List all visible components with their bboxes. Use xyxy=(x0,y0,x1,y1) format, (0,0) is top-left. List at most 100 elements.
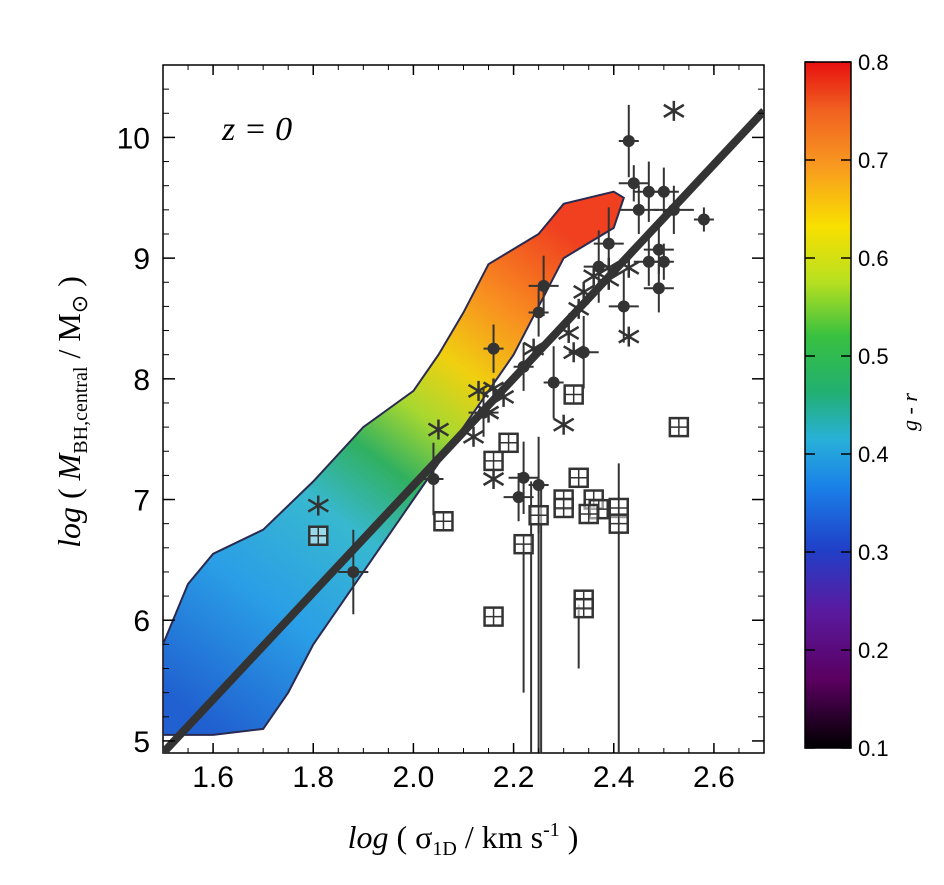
circle-point-19 xyxy=(513,342,534,391)
square-point-1 xyxy=(563,384,584,405)
x-label-sub: 1D xyxy=(432,838,456,860)
x-tick-label: 1.6 xyxy=(192,761,234,794)
x-label-sigma: σ xyxy=(415,819,432,855)
circle-marker xyxy=(487,342,500,355)
circle-point-6 xyxy=(693,207,714,232)
y-tick-label: 6 xyxy=(133,605,150,638)
square-point-12 xyxy=(528,504,549,526)
circle-marker xyxy=(602,237,615,250)
asterisk-point-7 xyxy=(563,342,585,363)
filled-circle-series xyxy=(338,104,714,753)
circle-marker xyxy=(532,306,545,319)
circle-point-15 xyxy=(528,288,549,337)
circle-point-16 xyxy=(483,324,504,373)
circle-point-25 xyxy=(468,388,499,437)
asterisk-point-14 xyxy=(477,402,500,423)
colorbar-tick-label: 0.2 xyxy=(858,638,889,663)
circle-marker xyxy=(652,282,665,295)
redshift-annotation: z = 0 xyxy=(221,111,292,148)
circle-marker xyxy=(697,213,710,226)
square-point-17 xyxy=(308,525,329,546)
x-tick-label: 2.0 xyxy=(393,761,435,794)
x-axis: 1.6 1.8 2.0 2.2 2.4 2.6 xyxy=(187,65,765,794)
circle-marker xyxy=(512,491,525,504)
y-label-close: ) xyxy=(51,276,87,295)
y-label-m: M xyxy=(51,451,87,481)
colorbar-tick-label: 0.5 xyxy=(858,344,889,369)
asterisk-point-4 xyxy=(573,281,595,302)
square-point-9 xyxy=(578,503,599,525)
circle-marker xyxy=(642,255,655,268)
circle-marker xyxy=(657,255,670,268)
x-tick-label: 2.2 xyxy=(493,761,535,794)
y-tick-label: 10 xyxy=(117,122,150,155)
plot-area xyxy=(163,100,764,753)
square-point-10 xyxy=(608,497,630,519)
circle-marker xyxy=(427,473,440,486)
circle-point-24 xyxy=(338,529,369,615)
y-tick-label: 5 xyxy=(133,726,150,759)
x-label-log: log xyxy=(348,819,389,855)
colorbar-tick-label: 0.8 xyxy=(858,50,889,75)
asterisk-point-3 xyxy=(598,257,620,278)
circle-marker xyxy=(347,565,360,578)
circle-marker xyxy=(617,300,630,313)
asterisk-point-11 xyxy=(522,338,545,359)
circle-point-20 xyxy=(508,441,539,515)
colorbar xyxy=(804,61,852,749)
x-tick-label: 2.6 xyxy=(693,761,735,794)
open-square-series xyxy=(308,384,690,627)
square-point-4 xyxy=(568,467,589,489)
y-tick-label: 9 xyxy=(133,243,150,276)
colorbar-tick-label: 0.6 xyxy=(858,246,889,271)
x-axis-label: log ( σ1D / km s-1 ) xyxy=(348,819,579,860)
square-point-6 xyxy=(553,497,574,519)
square-point-3 xyxy=(483,450,504,472)
x-label-units: / km s xyxy=(457,819,543,855)
circle-point-5 xyxy=(653,185,694,234)
circle-marker xyxy=(652,243,665,256)
colorbar-ticks: 0.1 0.2 0.3 0.4 0.5 0.6 0.7 0.8 xyxy=(805,50,889,761)
y-label-sub: BH,central xyxy=(70,366,92,454)
y-tick-label: 7 xyxy=(133,485,150,518)
circle-point-1 xyxy=(618,165,649,202)
y-axis-label: log ( MBH,central / M⊙ ) xyxy=(51,276,92,548)
square-point-18 xyxy=(433,511,454,532)
circle-marker xyxy=(537,279,550,292)
y-tick-label: 8 xyxy=(133,364,150,397)
colorbar-label: g - r xyxy=(897,393,922,431)
x-label-open: ( xyxy=(388,819,415,855)
colorbar-tick-label: 0.7 xyxy=(858,148,889,173)
colorbar-tick-label: 0.4 xyxy=(858,442,889,467)
asterisk-point-6 xyxy=(558,322,580,343)
asterisk-point-13 xyxy=(467,380,490,401)
x-label-sup: -1 xyxy=(543,819,560,841)
asterisk-point-8 xyxy=(618,257,640,278)
square-point-13 xyxy=(513,533,534,555)
x-tick-label: 1.8 xyxy=(292,761,334,794)
square-point-15 xyxy=(573,597,594,619)
circle-point-9 xyxy=(608,270,639,343)
circle-point-2 xyxy=(618,185,659,234)
asterisk-point-10 xyxy=(553,414,575,435)
x-label-close: ) xyxy=(560,819,579,855)
circle-marker xyxy=(477,406,490,419)
square-point-11 xyxy=(608,513,630,534)
circle-point-0 xyxy=(618,104,639,178)
circle-point-11 xyxy=(653,243,674,280)
asterisk-point-18 xyxy=(307,495,329,516)
y-label-sun: ⊙ xyxy=(67,295,92,313)
circle-point-10 xyxy=(643,264,674,313)
asterisk-point-0 xyxy=(663,100,685,121)
y-label-units: / M xyxy=(51,313,87,366)
asterisk-point-5 xyxy=(568,298,590,319)
circle-point-18 xyxy=(543,346,564,419)
circle-point-23 xyxy=(423,442,444,516)
circle-marker xyxy=(657,185,670,198)
circle-marker xyxy=(532,479,545,492)
square-point-2 xyxy=(498,432,519,454)
circle-marker xyxy=(622,135,635,148)
colorbar-tick-label: 0.3 xyxy=(858,540,889,565)
y-label-open: ( xyxy=(51,480,87,507)
